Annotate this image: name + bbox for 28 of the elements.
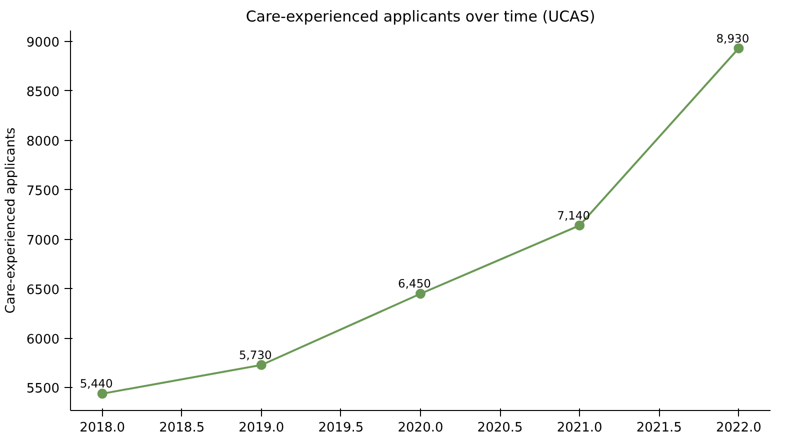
y-tick-label: 6000 xyxy=(26,332,60,348)
data-label: 6,450 xyxy=(398,276,431,291)
point xyxy=(734,43,744,54)
point xyxy=(256,360,266,370)
y-tick-label: 8000 xyxy=(26,134,60,150)
x-tick-label: 2021.0 xyxy=(556,420,602,436)
y-axis-title: Care-experienced applicants xyxy=(3,127,18,314)
point xyxy=(97,388,108,399)
chart-title: Care-experienced applicants over time (UCAS) xyxy=(246,8,596,26)
x-tick-label: 2018.0 xyxy=(80,420,126,436)
data-label: 5,440 xyxy=(80,376,113,391)
data-label: 5,730 xyxy=(238,348,272,362)
data-label: 8,930 xyxy=(716,31,750,46)
y-tick-label: 8500 xyxy=(26,84,60,100)
x-tick-label: 2019.0 xyxy=(238,420,284,436)
x-tick-label: 2021.5 xyxy=(636,420,682,436)
y-tick-label: 7000 xyxy=(26,233,60,248)
y-tick-label: 6500 xyxy=(26,282,60,298)
y-tick-label: 9000 xyxy=(26,35,60,50)
x-tick-label: 2022.0 xyxy=(716,420,762,436)
y-tick-label: 7500 xyxy=(26,184,60,199)
point xyxy=(416,288,426,299)
x-tick-label: 2018.5 xyxy=(159,420,205,436)
y-tick-label: 5500 xyxy=(26,382,60,397)
point xyxy=(574,220,585,230)
x-tick-label: 2020.0 xyxy=(398,420,444,436)
x-tick-label: 2019.5 xyxy=(318,420,364,436)
x-tick-label: 2020.5 xyxy=(477,420,523,436)
